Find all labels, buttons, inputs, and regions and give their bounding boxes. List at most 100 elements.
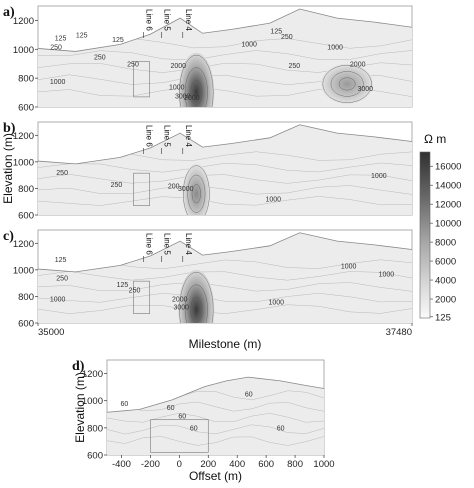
contour-label: 125 xyxy=(55,257,67,264)
y-tick-label: 600 xyxy=(18,211,34,222)
survey-box xyxy=(133,61,150,98)
contour-label: 250 xyxy=(281,34,293,41)
x-tick-label: 1000 xyxy=(313,459,334,470)
terrain-profile xyxy=(37,232,413,273)
line-label: Line 4 xyxy=(184,125,193,147)
panel-a: 1252501251252502501000200010003000200010… xyxy=(3,5,413,114)
y-tick-label: 800 xyxy=(18,292,34,303)
y-tick-label: 1200 xyxy=(13,16,34,27)
survey-box xyxy=(133,280,150,314)
survey-box xyxy=(150,419,209,453)
anomaly-contour xyxy=(330,71,364,97)
resistivity-anomaly xyxy=(182,163,211,215)
anomaly-contour xyxy=(184,284,208,323)
colorbar-tick-label: 2000 xyxy=(435,295,456,306)
terrain-profile xyxy=(37,8,413,52)
terrain-section xyxy=(107,377,324,455)
y-tick-label: 600 xyxy=(18,103,34,114)
y-axis-label: Elevation (m) xyxy=(1,133,15,204)
anomaly-contour xyxy=(184,67,208,108)
contour-line xyxy=(107,436,324,446)
colorbar-tick-label: 16000 xyxy=(435,162,461,173)
contour-label: 1000 xyxy=(169,85,185,92)
panel-label: a) xyxy=(3,5,15,20)
line-label: Line 5 xyxy=(163,9,172,31)
x-tick-label: -200 xyxy=(141,459,160,470)
contour-line xyxy=(38,185,412,195)
contour-label: 250 xyxy=(94,54,106,61)
survey-box xyxy=(133,172,150,206)
contour-label: 1000 xyxy=(379,272,395,279)
terrain-profile xyxy=(106,376,325,413)
line-label: Line 4 xyxy=(184,233,193,255)
resistivity-anomaly xyxy=(178,52,215,108)
terrain-section xyxy=(38,124,412,215)
contour-label: 125 xyxy=(112,37,124,44)
contour-label: 60 xyxy=(178,413,186,420)
anomaly-contour xyxy=(183,165,210,215)
section-content xyxy=(38,38,412,108)
y-tick-label: 1000 xyxy=(82,396,103,407)
y-tick-label: 800 xyxy=(18,74,34,85)
contour-label: 3000 xyxy=(178,186,194,193)
contour-label: 125 xyxy=(270,28,282,35)
terrain-profile xyxy=(37,124,413,165)
panel-label: b) xyxy=(3,121,16,136)
contour-label: 200 xyxy=(168,183,180,190)
contour-line xyxy=(107,424,324,435)
contour-label: 250 xyxy=(56,275,68,282)
contour-label: 1000 xyxy=(50,79,66,86)
contour-label: 1000 xyxy=(327,44,343,51)
y-tick-label: 1000 xyxy=(13,265,34,276)
panel-label: d) xyxy=(72,359,85,374)
colorbar-scale xyxy=(419,151,431,319)
contour-line xyxy=(38,304,412,314)
section-content xyxy=(107,390,324,453)
y-axis-label: Elevation (m) xyxy=(73,372,87,443)
colorbar-tick-label: 4000 xyxy=(435,276,456,287)
contour-label: 1000 xyxy=(371,173,387,180)
contour-line xyxy=(38,174,412,184)
contour-label: 125 xyxy=(55,36,67,43)
colorbar-tick-label: 8000 xyxy=(435,238,456,249)
contour-label: 60 xyxy=(120,401,128,408)
line-label: Line 6 xyxy=(145,125,154,147)
contour-label: 2000 xyxy=(184,95,200,102)
y-tick-label: 1000 xyxy=(13,157,34,168)
y-tick-label: 800 xyxy=(87,423,103,434)
x-tick-label: 0 xyxy=(177,459,182,470)
anomaly-contour xyxy=(179,272,214,323)
terrain-section xyxy=(38,232,412,323)
anomaly-contour xyxy=(187,174,206,213)
resistivity-anomaly xyxy=(178,269,215,323)
contour-label: 250 xyxy=(111,182,123,189)
contour-label: 250 xyxy=(127,62,139,69)
terrain-section xyxy=(38,9,412,108)
contour-line xyxy=(38,50,412,61)
contour-label: 125 xyxy=(76,33,88,40)
line-label: Line 4 xyxy=(184,9,193,31)
y-tick-label: 800 xyxy=(18,184,34,195)
y-tick-label: 600 xyxy=(87,451,103,462)
contour-label: 250 xyxy=(56,170,68,177)
contour-label: 3000 xyxy=(357,86,373,93)
y-tick-label: 1200 xyxy=(13,131,34,142)
contour-line xyxy=(38,292,412,303)
contour-line xyxy=(107,412,324,423)
x-tick-label: 800 xyxy=(287,459,303,470)
panel-label: c) xyxy=(3,229,14,244)
contour-label: 1000 xyxy=(265,197,281,204)
x-tick-label: 200 xyxy=(200,459,216,470)
resistivity-anomaly xyxy=(321,63,374,104)
anomaly-contour xyxy=(338,77,356,91)
x-tick-label: 37480 xyxy=(386,327,412,338)
contour-label: 1000 xyxy=(341,264,357,271)
colorbar-tick-label: 125 xyxy=(435,312,451,323)
contour-line xyxy=(107,401,324,412)
colorbar-unit-label: Ω m xyxy=(424,132,446,146)
contour-label: 250 xyxy=(129,287,141,294)
line-label: Line 6 xyxy=(145,9,154,31)
line-label: Line 6 xyxy=(145,233,154,255)
